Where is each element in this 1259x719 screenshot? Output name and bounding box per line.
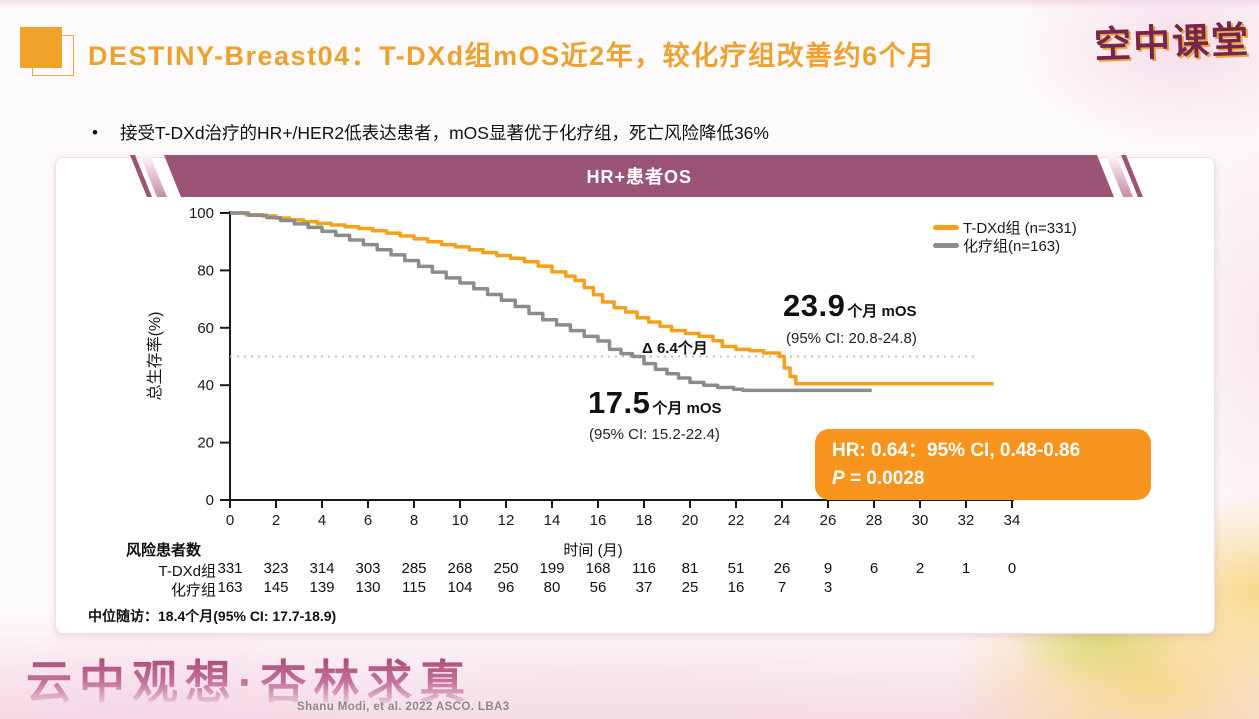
risk-count: 323 — [263, 560, 289, 577]
svg-text:24: 24 — [774, 512, 791, 529]
page-title: DESTINY-Breast04：T-DXd组mOS近2年，较化疗组改善约6个月 — [88, 41, 936, 71]
banner-body: HR+患者OS — [164, 155, 1114, 197]
risk-count: 9 — [823, 560, 833, 577]
bullet-text: 接受T-DXd治疗的HR+/HER2低表达患者，mOS显著优于化疗组，死亡风险降… — [119, 123, 769, 143]
risk-table-title: 风险患者数 — [126, 542, 202, 559]
svg-text:10: 10 — [452, 512, 469, 529]
risk-count: 104 — [447, 579, 473, 596]
risk-count: 16 — [727, 579, 745, 596]
svg-text:32: 32 — [958, 512, 975, 529]
median-followup-note: 中位随访：18.4个月(95% CI: 17.7-18.9) — [88, 608, 337, 624]
p-value-label: P — [832, 467, 845, 489]
svg-text:80: 80 — [197, 262, 214, 279]
risk-count: 303 — [355, 560, 381, 577]
risk-count: 25 — [681, 579, 699, 596]
svg-text:34: 34 — [1004, 512, 1021, 529]
legend-swatch-tdxd — [933, 224, 959, 230]
legend-label-tdxd: T-DXd组 (n=331) — [963, 219, 1077, 237]
risk-count: 2 — [915, 560, 925, 577]
chart-legend: T-DXd组 (n=331) 化疗组(n=163) — [933, 218, 1077, 255]
svg-text:100: 100 — [189, 205, 214, 222]
risk-count: 250 — [493, 560, 519, 577]
risk-count: 1 — [961, 560, 971, 577]
risk-count: 268 — [447, 560, 473, 577]
tdxd-median-unit: 个月 mOS — [847, 303, 917, 320]
svg-text:4: 4 — [318, 512, 326, 529]
tdxd-median-value: 23.9 — [783, 288, 846, 323]
svg-text:20: 20 — [682, 512, 699, 529]
citation-text: Shanu Modi, et al. 2022 ASCO. LBA3 — [297, 701, 510, 713]
bullet-item: • 接受T-DXd治疗的HR+/HER2低表达患者，mOS显著优于化疗组，死亡风… — [92, 121, 769, 145]
svg-text:18: 18 — [636, 512, 653, 529]
title-square-icon — [20, 27, 62, 68]
risk-count: 285 — [401, 560, 427, 577]
panel-title: HR+患者OS — [586, 167, 692, 187]
chemo-median-annotation: 17.5 个月 mOS — [588, 385, 722, 421]
legend-item-chemo: 化疗组(n=163) — [933, 236, 1077, 255]
chemo-median-unit: 个月 mOS — [652, 400, 722, 417]
watermark-slogan: 云中观想·杏林求真 — [26, 646, 472, 712]
risk-count: 6 — [869, 560, 879, 577]
risk-row-label-chemo: 化疗组 — [170, 582, 216, 599]
svg-text:30: 30 — [912, 512, 929, 529]
legend-label-chemo: 化疗组(n=163) — [963, 237, 1061, 255]
chemo-ci-text: (95% CI: 15.2-22.4) — [589, 426, 720, 443]
risk-count: 80 — [543, 579, 561, 596]
risk-count: 139 — [309, 579, 335, 596]
risk-count: 314 — [309, 560, 335, 577]
svg-text:20: 20 — [197, 435, 214, 452]
tdxd-median-annotation: 23.9 个月 mOS — [783, 288, 917, 324]
bullet-marker: • — [92, 123, 98, 142]
risk-count: 37 — [635, 579, 653, 596]
risk-count: 116 — [632, 560, 656, 577]
hr-line1: HR: 0.64：95% CI, 0.48-0.86 — [832, 440, 1081, 461]
risk-count: 56 — [589, 579, 607, 596]
risk-count: 130 — [355, 579, 381, 596]
chart-card — [55, 157, 1215, 634]
svg-text:16: 16 — [590, 512, 607, 529]
svg-text:0: 0 — [206, 492, 214, 509]
risk-count: 81 — [681, 560, 699, 577]
risk-count: 163 — [217, 579, 243, 596]
risk-count: 115 — [402, 579, 426, 596]
svg-text:28: 28 — [866, 512, 883, 529]
legend-item-tdxd: T-DXd组 (n=331) — [933, 218, 1077, 237]
hazard-ratio-box: HR: 0.64：95% CI, 0.48-0.86 P = 0.0028 — [815, 429, 1151, 501]
hr-line2: P = 0.0028 — [832, 465, 1134, 493]
svg-text:0: 0 — [226, 512, 234, 529]
risk-count: 3 — [823, 579, 833, 596]
svg-text:22: 22 — [728, 512, 745, 529]
p-value-text: = 0.0028 — [844, 467, 925, 489]
risk-count: 199 — [539, 560, 565, 577]
brand-logo: 空中课堂 — [1093, 19, 1251, 66]
svg-text:14: 14 — [544, 512, 561, 529]
svg-text:2: 2 — [272, 512, 280, 529]
risk-count: 331 — [217, 560, 243, 577]
svg-text:8: 8 — [410, 512, 418, 529]
risk-count: 168 — [585, 560, 611, 577]
risk-count: 0 — [1007, 560, 1017, 577]
risk-row-label-tdxd: T-DXd组 — [158, 563, 216, 580]
svg-text:总生存率(%): 总生存率(%) — [146, 312, 164, 401]
svg-text:12: 12 — [498, 512, 515, 529]
x-axis-label: 时间 (月) — [563, 542, 623, 559]
delta-annotation: Δ 6.4个月 — [642, 340, 708, 357]
svg-text:60: 60 — [197, 320, 214, 337]
risk-count: 7 — [777, 579, 787, 596]
risk-count: 96 — [497, 579, 515, 596]
svg-text:6: 6 — [364, 512, 372, 529]
risk-count: 51 — [727, 560, 745, 577]
panel-banner: HR+患者OS — [128, 155, 1143, 197]
svg-text:26: 26 — [820, 512, 837, 529]
legend-swatch-chemo — [933, 242, 959, 248]
risk-count: 145 — [263, 579, 289, 596]
chemo-median-value: 17.5 — [588, 385, 651, 420]
risk-count: 26 — [773, 560, 791, 577]
tdxd-ci-text: (95% CI: 20.8-24.8) — [786, 330, 917, 347]
svg-text:40: 40 — [197, 377, 214, 394]
